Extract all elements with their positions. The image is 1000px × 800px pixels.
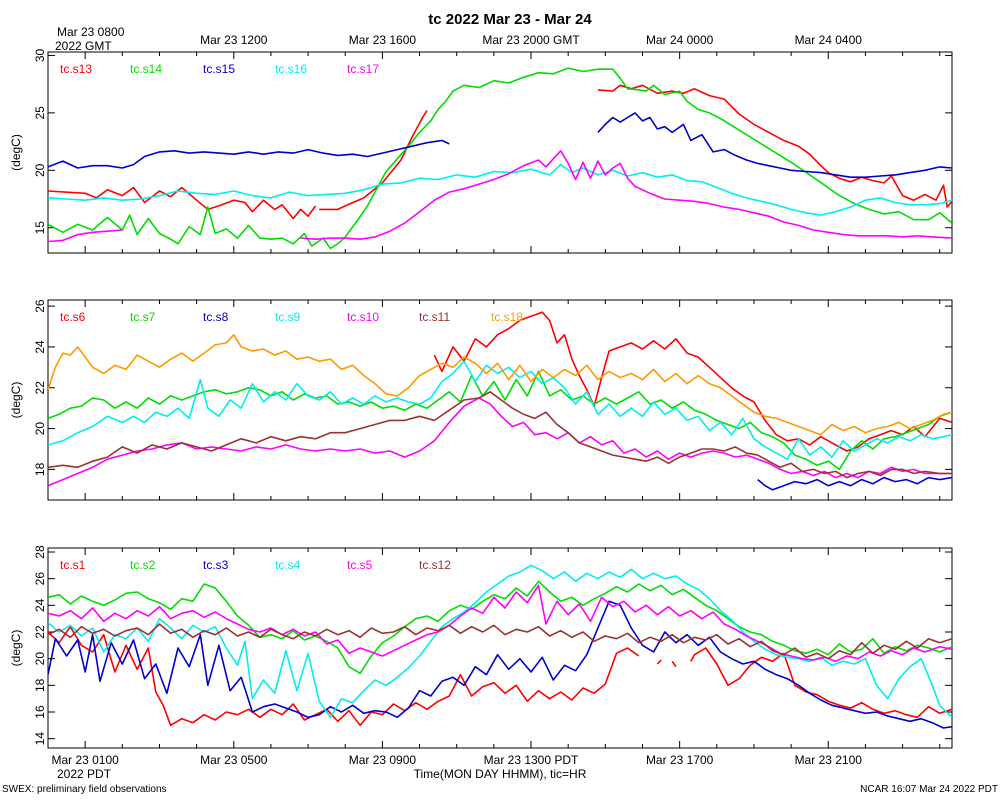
y-axis-label: (degC) [9, 382, 23, 419]
pdt-year-label: 2022 PDT [57, 767, 112, 781]
y-tick-label: 20 [33, 652, 47, 666]
series-line-tc-s11 [48, 391, 952, 479]
series-line-tc-s9 [48, 360, 952, 460]
x-axis-label: Time(MON DAY HHMM), tic=HR [414, 767, 587, 781]
legend-tc-s11: tc.s11 [419, 310, 450, 324]
series-line-tc-s5 [48, 584, 952, 663]
gmt-tick-label: Mar 23 2000 GMT [482, 33, 580, 47]
series-line-tc-s18 [48, 333, 952, 436]
y-axis-label: (degC) [9, 630, 23, 667]
pdt-tick-label: Mar 23 0900 [349, 753, 417, 767]
gmt-tick-label: Mar 24 0000 [646, 33, 714, 47]
series-line-tc-s10 [48, 397, 952, 487]
legend-tc-s8: tc.s8 [203, 310, 229, 324]
series-line-tc-s7 [48, 370, 952, 471]
y-tick-label: 24 [33, 598, 47, 612]
series-line-tc-s3 [48, 600, 952, 729]
y-tick-label: 20 [33, 422, 47, 436]
y-tick-label: 18 [33, 678, 47, 692]
y-tick-label: 26 [33, 299, 47, 313]
pdt-time-axis: Mar 23 0100 Mar 23 0500 Mar 23 0900 Mar 23 … [51, 753, 862, 767]
legend-tc-s10: tc.s10 [347, 310, 379, 324]
gmt-year-label: 2022 GMT [55, 39, 112, 53]
legend-tc-s12: tc.s12 [419, 558, 451, 572]
legend-tc-s5: tc.s5 [347, 558, 373, 572]
legend-tc-s3: tc.s3 [203, 558, 229, 572]
series-line-tc-s14 [48, 67, 952, 250]
y-tick-label: 30 [33, 48, 47, 62]
legend-tc-s1: tc.s1 [60, 558, 86, 572]
plot-frame [47, 299, 953, 501]
y-tick-label: 22 [33, 381, 47, 395]
y-tick-label: 28 [33, 545, 47, 559]
y-tick-label: 15 [33, 221, 47, 235]
gmt-time-axis: Mar 23 0800 Mar 23 1200 Mar 23 1600 Mar 23 … [57, 25, 862, 47]
legend-tc-s4: tc.s4 [275, 558, 301, 572]
legend-tc-s2: tc.s2 [130, 558, 156, 572]
y-tick-label: 14 [33, 732, 47, 746]
y-tick-label: 16 [33, 705, 47, 719]
legend-tc-s15: tc.s15 [203, 62, 235, 76]
pdt-tick-label: Mar 23 1700 [646, 753, 714, 767]
legend-tc-s7: tc.s7 [130, 310, 156, 324]
panel-middle: 18 20 22 24 26 (degC) tc.s6 tc.s7 tc.s8 tc.s9 tc.s… [9, 299, 953, 501]
legend-tc-s18: tc.s18 [491, 310, 523, 324]
pdt-tick-label: Mar 23 0100 [51, 753, 119, 767]
y-tick-label: 26 [33, 572, 47, 586]
series-line-tc-s6 [433, 311, 952, 452]
panel-top: 15 20 25 30 (degC) tc.s13 tc.s14 tc.s15 tc.s16 tc… [9, 48, 953, 254]
series-line-tc-s15 [48, 112, 952, 178]
panel-bottom: 14 16 18 20 22 24 26 28 (degC) tc.s1 tc.s2 tc.s3 tc.… [9, 545, 953, 749]
series-line-tc-s1 [48, 625, 952, 727]
legend-tc-s6: tc.s6 [60, 310, 86, 324]
footer-left-note: SWEX: preliminary field observations [2, 784, 167, 795]
series-line-tc-s8 [757, 476, 952, 491]
series-line-tc-s16 [48, 163, 952, 216]
gmt-tick-label: Mar 23 1600 [349, 33, 417, 47]
series-line-tc-s12 [48, 623, 952, 660]
series-line-tc-s17 [48, 150, 952, 243]
plot-frame [47, 547, 953, 749]
plot-frame [47, 51, 953, 254]
legend-tc-s9: tc.s9 [275, 310, 301, 324]
legend-tc-s16: tc.s16 [275, 62, 307, 76]
y-tick-label: 20 [33, 163, 47, 177]
pdt-tick-label: Mar 23 2100 [795, 753, 863, 767]
y-tick-label: 18 [33, 462, 47, 476]
pdt-tick-label: Mar 23 1300 PDT [484, 753, 579, 767]
legend-tc-s14: tc.s14 [130, 62, 162, 76]
y-axis-label: (degC) [9, 134, 23, 171]
footer-right-note: NCAR 16:07 Mar 24 2022 PDT [860, 784, 998, 795]
gmt-tick-label: Mar 23 0800 [57, 25, 125, 39]
chart-title: tc 2022 Mar 23 - Mar 24 [428, 11, 592, 28]
y-tick-label: 25 [33, 106, 47, 120]
gmt-tick-label: Mar 24 0400 [795, 33, 863, 47]
gmt-tick-label: Mar 23 1200 [200, 33, 268, 47]
legend-tc-s13: tc.s13 [60, 62, 92, 76]
y-tick-label: 24 [33, 340, 47, 354]
pdt-tick-label: Mar 23 0500 [200, 753, 268, 767]
legend-tc-s17: tc.s17 [347, 62, 379, 76]
y-tick-label: 22 [33, 625, 47, 639]
series-line-tc-s4 [48, 564, 952, 719]
